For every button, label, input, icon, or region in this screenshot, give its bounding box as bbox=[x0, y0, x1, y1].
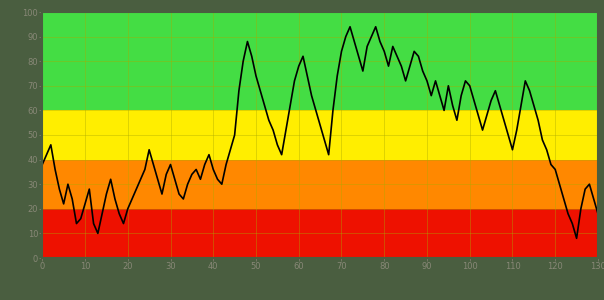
Bar bbox=[42, 209, 598, 258]
Bar bbox=[42, 12, 598, 110]
Bar bbox=[42, 160, 598, 209]
Bar bbox=[42, 110, 598, 160]
